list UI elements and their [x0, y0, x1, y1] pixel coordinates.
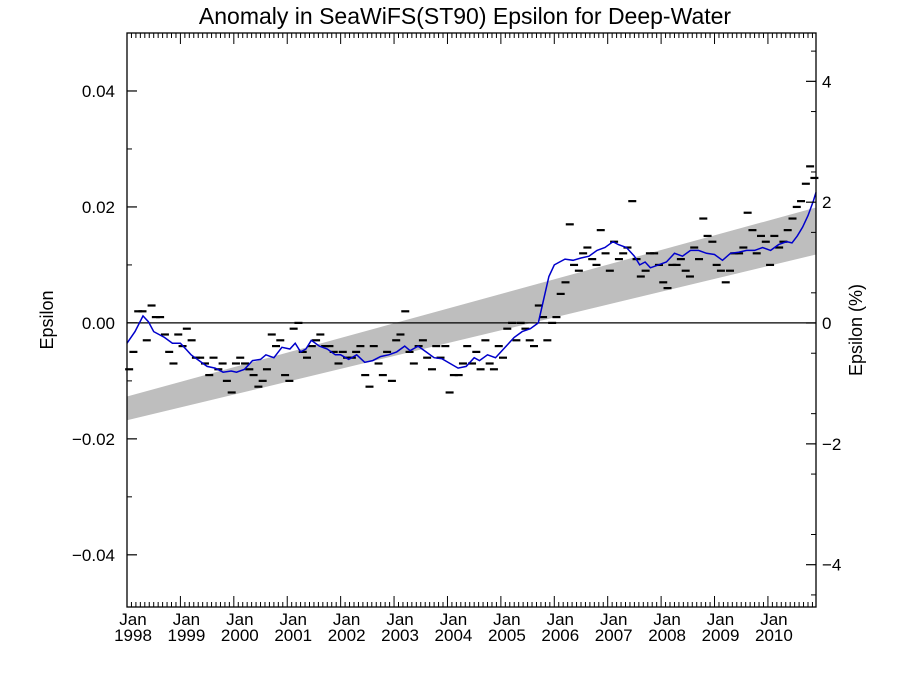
series-line: [126, 192, 817, 373]
y-tick-label: −0.02: [72, 430, 115, 449]
y-tick-label: 0.04: [82, 82, 115, 101]
x-tick-label-month: Jan: [280, 610, 307, 629]
plot-frame: [126, 32, 817, 608]
y-tick-label: 0.02: [82, 198, 115, 217]
y2-tick-label: 0: [822, 314, 831, 333]
x-tick-label-month: Jan: [440, 610, 467, 629]
chart-title: Anomaly in SeaWiFS(ST90) Epsilon for Dee…: [199, 3, 732, 29]
x-tick-label-month: Jan: [493, 610, 520, 629]
x-tick-label-month: Jan: [173, 610, 200, 629]
x-tick-label-month: Jan: [386, 610, 413, 629]
y2-tick-label: −4: [822, 556, 841, 575]
x-tick-label-year: 1999: [167, 626, 205, 645]
x-tick-label-year: 2009: [702, 626, 740, 645]
x-tick-label-year: 2008: [648, 626, 686, 645]
x-tick-label-year: 2006: [541, 626, 579, 645]
x-tick-label-year: 2010: [755, 626, 793, 645]
x-tick-label-month: Jan: [333, 610, 360, 629]
x-tick-label-year: 2000: [221, 626, 259, 645]
x-tick-label-month: Jan: [119, 610, 146, 629]
y2-axis-ticks: −4 −2 0 2 4: [806, 50, 841, 596]
x-tick-label-year: 2002: [328, 626, 366, 645]
y-axis-label: Epsilon: [37, 290, 57, 349]
y2-tick-label: 2: [822, 193, 831, 212]
x-tick-label-year: 2004: [435, 626, 473, 645]
x-tick-label-year: 2007: [595, 626, 633, 645]
x-tick-label-month: Jan: [760, 610, 787, 629]
y-axis-ticks: −0.04 −0.02 0.00 0.02 0.04: [72, 32, 137, 565]
x-tick-label-month: Jan: [547, 610, 574, 629]
x-tick-label-year: 2001: [274, 626, 312, 645]
y2-axis-label: Epsilon (%): [846, 284, 866, 376]
x-tick-label-year: 1998: [114, 626, 152, 645]
x-axis-ticks: Jan1998Jan1999Jan2000Jan2001Jan2002Jan20…: [114, 33, 813, 645]
x-tick-label-month: Jan: [226, 610, 253, 629]
trend-band: [127, 207, 816, 421]
line-series: [126, 192, 817, 373]
data-markers: [125, 165, 819, 394]
y-tick-label: 0.00: [82, 314, 115, 333]
x-tick-label-year: 2005: [488, 626, 526, 645]
y2-tick-label: 4: [822, 72, 831, 91]
x-tick-label-month: Jan: [653, 610, 680, 629]
y-tick-label: −0.04: [72, 546, 115, 565]
x-tick-label-month: Jan: [707, 610, 734, 629]
x-tick-label-month: Jan: [600, 610, 627, 629]
x-tick-label-year: 2003: [381, 626, 419, 645]
y2-tick-label: −2: [822, 435, 841, 454]
trend-band-layer: [127, 207, 816, 421]
